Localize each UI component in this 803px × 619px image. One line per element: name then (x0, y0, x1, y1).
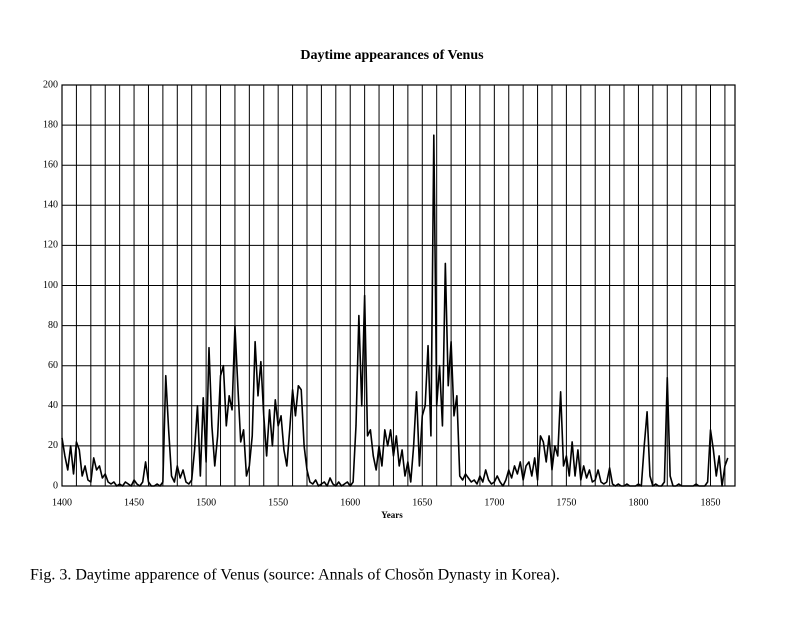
x-tick-label: 1450 (124, 497, 144, 508)
x-tick-label: 1750 (556, 497, 576, 508)
plot-frame (61, 84, 736, 487)
y-tick-label: 160 (43, 159, 58, 170)
y-tick-label: 200 (43, 79, 58, 90)
chart-title: Daytime appearances of Venus (300, 48, 484, 63)
data-line (61, 134, 729, 487)
y-tick-label: 180 (43, 119, 58, 130)
x-tick-label: 1400 (52, 497, 72, 508)
y-tick-label: 0 (53, 480, 58, 491)
y-tick-label: 40 (48, 400, 58, 411)
y-tick-label: 100 (43, 280, 58, 291)
y-tick-label: 60 (48, 360, 58, 371)
y-tick-label: 80 (48, 320, 58, 331)
caption: Fig. 3. Daytime apparence of Venus (sour… (30, 567, 560, 584)
x-tick-label: 1800 (628, 497, 648, 508)
x-axis-label: Years (381, 510, 403, 520)
x-tick-label: 1600 (340, 497, 360, 508)
x-tick-label: 1550 (268, 497, 288, 508)
y-tick-label: 140 (43, 200, 58, 211)
y-tick-label: 20 (48, 440, 58, 451)
y-tick-label: 120 (43, 240, 58, 251)
x-tick-label: 1700 (484, 497, 504, 508)
x-tick-label: 1850 (701, 497, 721, 508)
x-tick-label: 1650 (412, 497, 432, 508)
x-tick-label: 1500 (196, 497, 216, 508)
